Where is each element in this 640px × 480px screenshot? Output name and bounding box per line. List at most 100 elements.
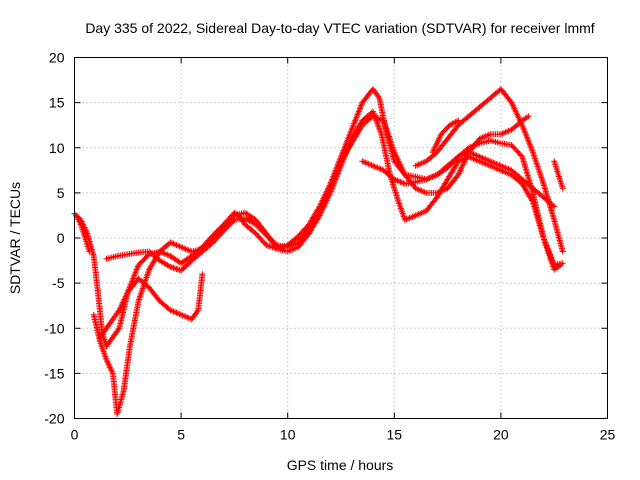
data-point — [446, 137, 449, 140]
x-tick-label: 20 — [493, 427, 509, 443]
data-point — [521, 124, 524, 126]
data-point — [97, 291, 99, 293]
data-point — [446, 178, 449, 181]
data-point — [468, 115, 470, 117]
data-point — [254, 232, 257, 235]
data-point — [561, 250, 564, 253]
data-point — [127, 253, 129, 256]
data-point — [478, 155, 481, 158]
data-point — [212, 241, 214, 244]
series-sat-e — [359, 149, 558, 210]
data-points — [71, 86, 566, 417]
data-point — [361, 160, 364, 163]
data-point — [510, 174, 513, 176]
data-point — [158, 300, 161, 302]
data-point — [532, 187, 534, 190]
data-point — [557, 174, 560, 176]
data-point — [148, 250, 150, 253]
data-point — [350, 128, 353, 131]
data-point — [489, 139, 492, 142]
data-point — [169, 241, 172, 244]
data-point — [75, 215, 78, 218]
data-point — [393, 178, 396, 181]
data-point — [414, 187, 417, 190]
data-point — [446, 187, 449, 190]
grid — [74, 57, 608, 419]
data-point — [105, 359, 108, 361]
data-point — [92, 255, 95, 257]
data-point — [129, 345, 131, 348]
data-point — [254, 223, 257, 226]
data-point — [436, 151, 438, 154]
data-point — [297, 246, 300, 248]
data-point — [436, 196, 438, 199]
series-sat-d — [97, 271, 206, 341]
x-tick-label: 5 — [177, 427, 185, 443]
data-point — [99, 340, 101, 343]
data-point — [448, 124, 451, 126]
data-point — [372, 110, 374, 113]
data-point — [532, 201, 534, 203]
data-point — [510, 169, 513, 172]
data-point — [180, 246, 182, 248]
data-point — [158, 250, 161, 253]
data-point — [88, 250, 91, 253]
x-tick-label: 15 — [387, 427, 403, 443]
data-point — [500, 133, 502, 136]
data-point — [553, 219, 555, 221]
data-point — [286, 250, 289, 253]
data-point — [372, 115, 374, 117]
data-point — [137, 251, 140, 254]
data-point — [361, 119, 364, 122]
data-point — [212, 237, 214, 239]
data-point — [122, 390, 125, 393]
data-point — [361, 124, 364, 126]
data-point — [404, 219, 406, 221]
data-point — [457, 119, 460, 122]
data-point — [561, 187, 564, 190]
data-point — [201, 250, 204, 253]
data-point — [254, 219, 257, 221]
series-sat-c — [103, 113, 532, 274]
data-point — [118, 309, 121, 312]
data-point — [521, 183, 524, 185]
data-point — [553, 160, 555, 163]
data-point — [372, 165, 374, 167]
data-point — [169, 266, 172, 268]
data-point — [425, 178, 428, 181]
data-point — [489, 165, 492, 167]
data-point — [158, 259, 161, 262]
data-point — [222, 229, 225, 232]
data-point — [414, 214, 417, 217]
data-point — [380, 133, 383, 136]
data-point — [265, 244, 268, 247]
data-point — [382, 119, 385, 122]
data-point — [340, 160, 342, 163]
y-tick-label: 5 — [57, 185, 65, 201]
data-point — [276, 244, 278, 247]
data-point — [478, 106, 481, 108]
data-point — [190, 255, 193, 257]
data-point — [553, 205, 555, 208]
data-point — [180, 313, 182, 316]
y-tick-label: 15 — [49, 95, 65, 111]
data-point — [190, 259, 193, 262]
data-point — [510, 128, 513, 131]
data-point — [425, 210, 428, 212]
data-point — [244, 211, 246, 214]
data-point — [393, 151, 396, 154]
data-point — [190, 318, 193, 321]
y-tick-label: -10 — [44, 320, 64, 336]
data-point — [180, 262, 182, 265]
data-point — [105, 345, 108, 348]
data-point — [457, 124, 460, 126]
data-point — [112, 336, 114, 339]
x-tick-label: 0 — [71, 427, 79, 443]
data-point — [489, 133, 492, 136]
data-point — [201, 273, 204, 275]
data-point — [99, 336, 101, 339]
data-point — [197, 309, 199, 312]
data-point — [148, 268, 150, 271]
data-point — [318, 210, 321, 212]
